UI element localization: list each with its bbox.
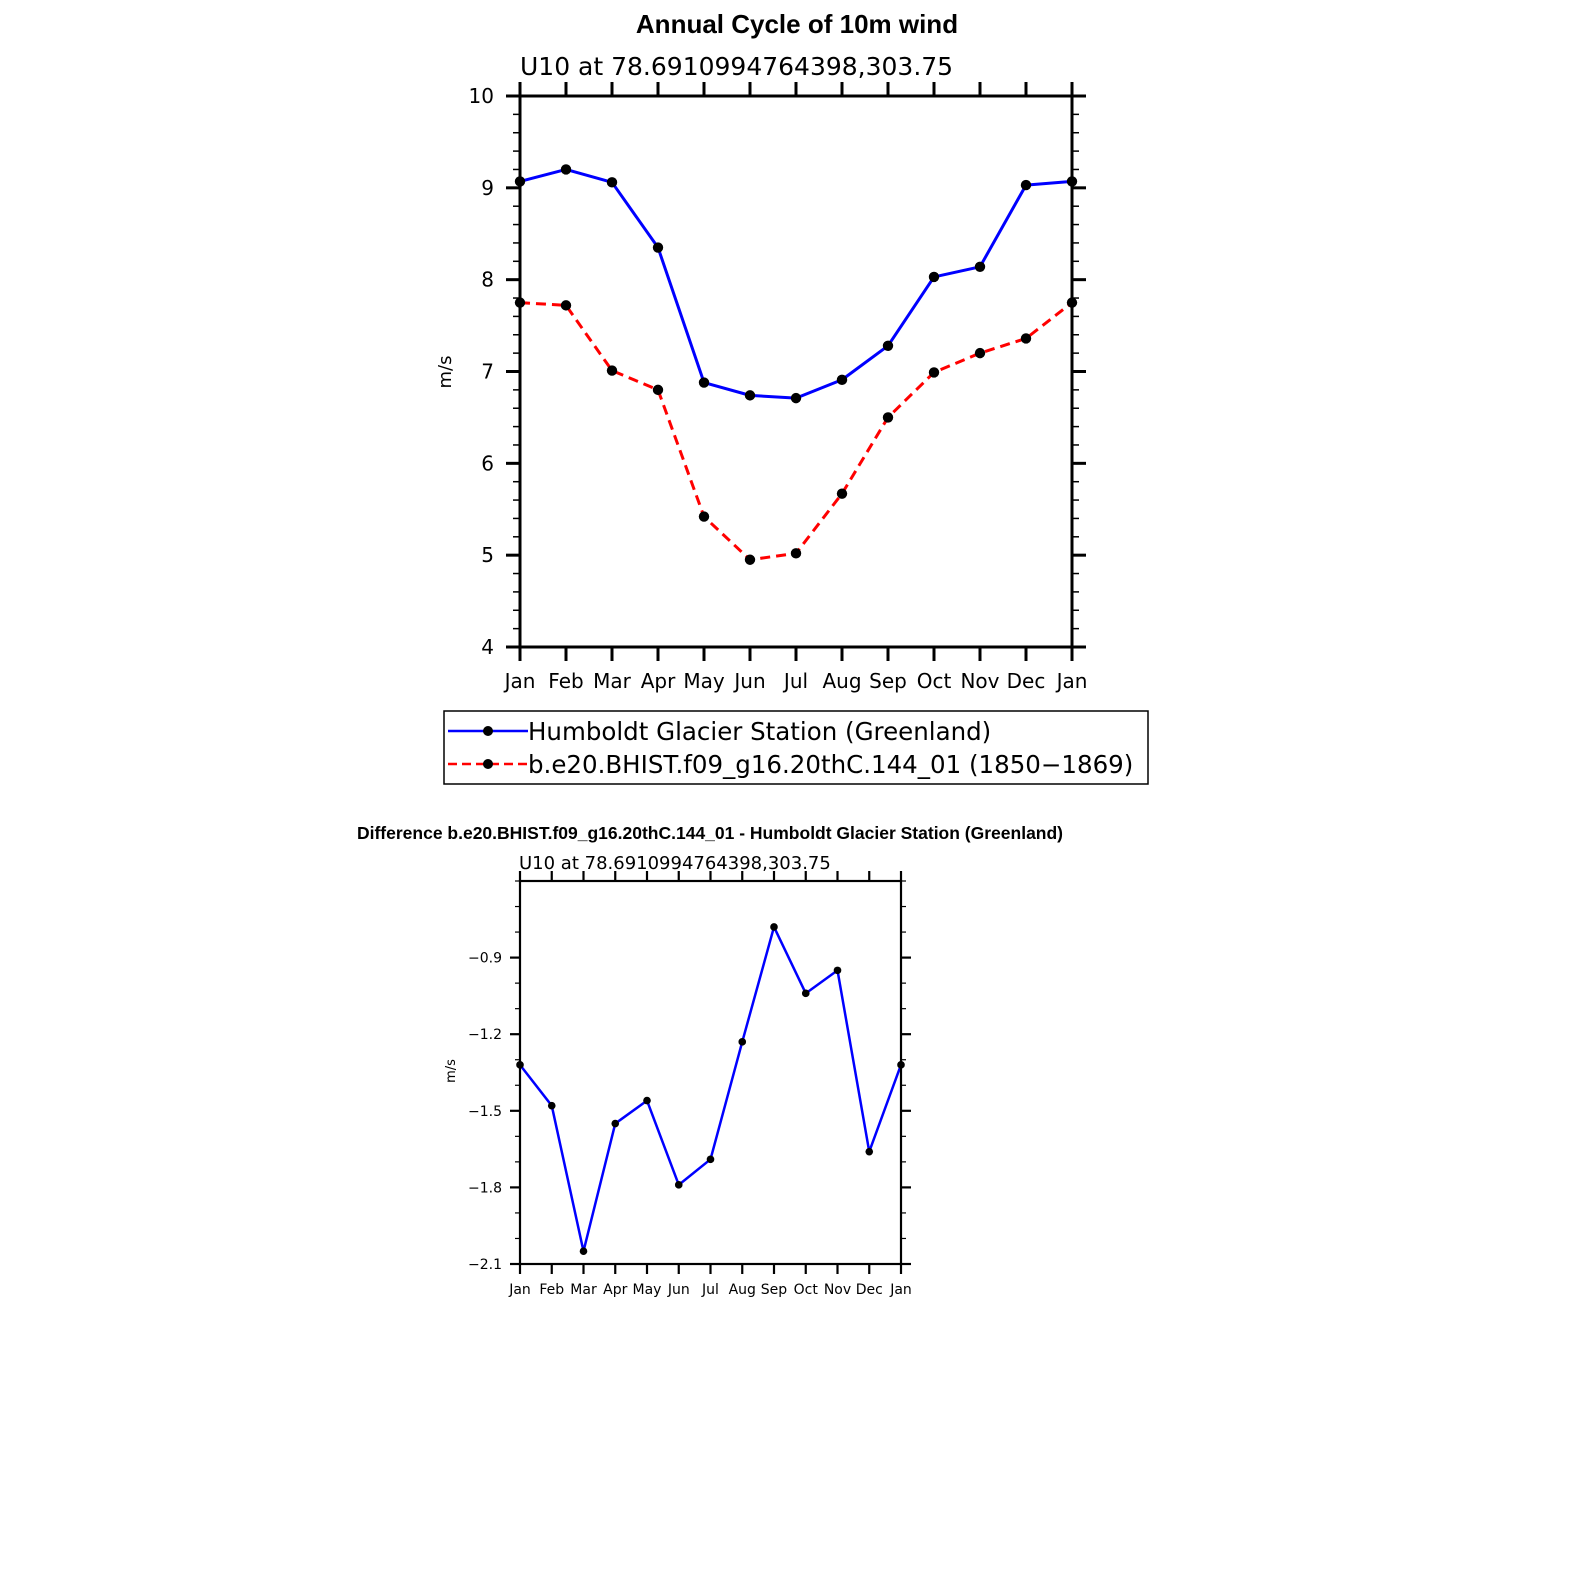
- data-point: [928, 367, 940, 378]
- data-point: [865, 1147, 874, 1156]
- x-tick-label: May: [633, 1282, 662, 1298]
- legend-marker-model: [483, 759, 493, 769]
- y-tick-label: −1.5: [468, 1104, 502, 1120]
- legend-label-model: b.e20.BHIST.f09_g16.20thC.144_01 (1850−1…: [528, 750, 1133, 779]
- data-point: [643, 1096, 651, 1105]
- data-point: [833, 966, 842, 975]
- y-tick-label: 5: [481, 543, 494, 567]
- data-point: [606, 365, 618, 376]
- data-point: [611, 1119, 620, 1128]
- data-point: [790, 392, 802, 404]
- x-tick-label: Jan: [1055, 669, 1088, 693]
- data-point: [652, 242, 664, 253]
- y-tick-label: 7: [481, 360, 494, 384]
- x-tick-label: Dec: [1007, 669, 1046, 693]
- data-point: [579, 1247, 588, 1256]
- diff-chart-title: Difference b.e20.BHIST.f09_g16.20thC.144…: [357, 823, 1063, 843]
- y-tick-label: −0.9: [468, 951, 502, 967]
- x-tick-label: Mar: [593, 669, 632, 693]
- y-tick-label: −1.8: [468, 1180, 502, 1196]
- legend: Humboldt Glacier Station (Greenland) b.e…: [443, 710, 1149, 785]
- data-point: [560, 164, 572, 175]
- series-points: [514, 164, 1078, 565]
- y-tick-label: 8: [481, 268, 494, 292]
- y-axis-label: m/s: [435, 356, 456, 389]
- data-point: [882, 340, 894, 351]
- diff-y-axis-label: m/s: [444, 1059, 459, 1083]
- y-tick-label: −1.2: [468, 1027, 502, 1043]
- diff-plot-frame: [518, 879, 903, 1266]
- data-point: [674, 1181, 683, 1189]
- x-tick-label: May: [683, 669, 725, 693]
- legend-box: [443, 710, 1149, 785]
- x-tick-label: Jul: [782, 669, 808, 693]
- data-point: [770, 923, 778, 931]
- y-tick-label: 10: [469, 84, 494, 108]
- chart-title: Annual Cycle of 10m wind: [636, 9, 958, 39]
- x-tick-label: Jul: [701, 1282, 719, 1298]
- data-point: [801, 989, 810, 998]
- x-tick-label: Dec: [856, 1282, 883, 1298]
- x-tick-label: Sep: [761, 1282, 788, 1298]
- data-point: [836, 374, 848, 385]
- x-tick-label: Oct: [917, 669, 952, 693]
- x-tick-label: Mar: [570, 1282, 597, 1298]
- diff-x-tick-labels: Jan Feb Mar Apr May Jun Jul Aug Sep Oct Nov Dec Jan: [508, 1282, 912, 1298]
- data-point: [1020, 179, 1032, 191]
- x-tick-label: Feb: [539, 1282, 564, 1298]
- plot-frame: [518, 94, 1074, 649]
- data-point: [974, 347, 986, 359]
- y-tick-label: −2.1: [468, 1257, 502, 1273]
- diff-y-tick-labels: −2.1 −1.8 −1.5 −1.2 −0.9: [468, 951, 502, 1273]
- x-tick-labels: Jan Feb Mar Apr May Jun Jul Aug Sep Oct Nov Dec Jan: [503, 669, 1088, 693]
- x-tick-label: Apr: [603, 1282, 627, 1298]
- data-point: [560, 300, 572, 311]
- x-tick-label: Jan: [508, 1282, 531, 1298]
- x-tick-label: Sep: [869, 669, 907, 693]
- y-tick-label: 4: [481, 635, 494, 659]
- data-point: [928, 271, 940, 283]
- y-tick-label: 6: [481, 451, 494, 475]
- annual-cycle-chart: Annual Cycle of 10m wind U10 at 78.69109…: [435, 9, 1087, 693]
- x-tick-label: Jun: [732, 669, 765, 693]
- x-tick-label: Feb: [548, 669, 583, 693]
- diff-series-points: [516, 923, 905, 1256]
- x-tick-label: Aug: [822, 669, 861, 693]
- data-point: [652, 384, 664, 396]
- data-point: [547, 1101, 556, 1110]
- x-tick-label: Nov: [824, 1282, 851, 1298]
- x-tick-label: Oct: [794, 1282, 819, 1298]
- legend-marker-observed: [483, 726, 493, 736]
- y-tick-labels: 4 5 6 7 8 9 10: [469, 84, 494, 659]
- data-point: [974, 261, 986, 273]
- x-tick-label: Jan: [503, 669, 536, 693]
- data-point: [698, 377, 710, 388]
- chart-subtitle: U10 at 78.6910994764398,303.75: [520, 52, 953, 81]
- data-point: [706, 1155, 715, 1164]
- x-tick-label: Nov: [960, 669, 999, 693]
- data-point: [882, 412, 894, 423]
- data-point: [738, 1038, 747, 1046]
- data-point: [606, 177, 618, 188]
- diff-tick-marks: [510, 871, 911, 1274]
- x-tick-label: Aug: [729, 1282, 756, 1298]
- data-point: [698, 511, 710, 522]
- data-point: [744, 554, 756, 565]
- x-tick-label: Jun: [667, 1282, 690, 1298]
- diff-chart-subtitle: U10 at 78.6910994764398,303.75: [519, 853, 831, 874]
- x-tick-label: Jan: [889, 1282, 912, 1298]
- data-point: [1020, 333, 1032, 344]
- data-point: [744, 390, 756, 401]
- x-tick-label: Apr: [641, 669, 676, 693]
- data-point: [836, 488, 848, 499]
- legend-label-observed: Humboldt Glacier Station (Greenland): [528, 717, 991, 746]
- difference-chart: Difference b.e20.BHIST.f09_g16.20thC.144…: [357, 823, 1063, 1298]
- data-point: [790, 548, 802, 559]
- y-tick-label: 9: [481, 176, 494, 200]
